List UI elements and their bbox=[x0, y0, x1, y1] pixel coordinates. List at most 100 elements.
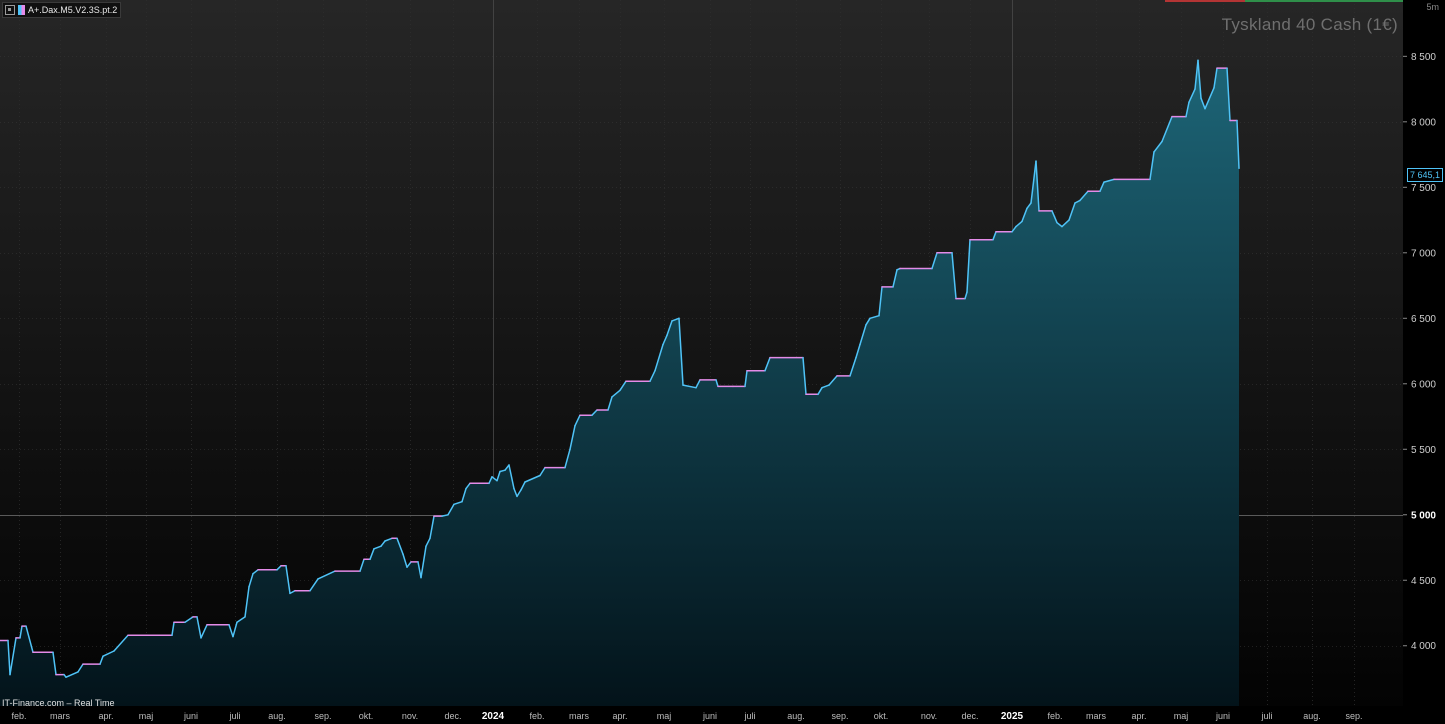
equity-segment bbox=[671, 317, 680, 322]
equity-segment bbox=[1035, 160, 1040, 212]
y-tick-label: 8 000 bbox=[1411, 117, 1436, 128]
equity-segment bbox=[276, 565, 282, 571]
x-tick-label: maj bbox=[139, 711, 154, 721]
equity-segment bbox=[1200, 97, 1206, 110]
equity-segment bbox=[171, 621, 175, 637]
equity-segment bbox=[869, 314, 880, 320]
x-tick-label: apr. bbox=[98, 711, 113, 721]
x-tick-label: feb. bbox=[529, 711, 544, 721]
equity-segment bbox=[682, 384, 697, 389]
y-tick-label: 6 000 bbox=[1411, 379, 1436, 390]
equity-segment bbox=[52, 651, 57, 676]
legend-toggle-icon[interactable] bbox=[5, 5, 15, 15]
equity-segment bbox=[406, 561, 412, 568]
timeframe-label[interactable]: 5m bbox=[1426, 2, 1439, 12]
equity-segment bbox=[491, 476, 498, 482]
equity-segment bbox=[252, 569, 259, 575]
equity-segment bbox=[429, 515, 435, 540]
equity-segment bbox=[539, 466, 546, 477]
equity-segment bbox=[499, 469, 506, 473]
equity-segment bbox=[1149, 151, 1155, 181]
equity-segment bbox=[654, 343, 664, 372]
status-bar-green bbox=[1245, 0, 1403, 2]
x-tick-label: juli bbox=[743, 711, 755, 721]
x-tick-label: nov. bbox=[921, 711, 937, 721]
equity-segment bbox=[508, 464, 515, 490]
equity-segment bbox=[591, 409, 598, 416]
equity-segment bbox=[1226, 67, 1231, 122]
x-tick-label: 2024 bbox=[482, 711, 505, 722]
equity-segment bbox=[9, 637, 17, 676]
equity-segment bbox=[878, 286, 883, 317]
equity-segment bbox=[1099, 181, 1105, 192]
x-tick-label: feb. bbox=[1047, 711, 1062, 721]
last-price-badge: 7 645,1 bbox=[1407, 168, 1444, 182]
equity-segment bbox=[1074, 199, 1081, 204]
equity-segment bbox=[764, 356, 771, 372]
x-tick-label: aug. bbox=[268, 711, 286, 721]
equity-segment bbox=[666, 320, 673, 337]
y-axis-background bbox=[1403, 0, 1445, 724]
equity-segment bbox=[369, 548, 375, 561]
equity-segment bbox=[1030, 160, 1037, 204]
equity-segment bbox=[359, 558, 365, 572]
equity-segment bbox=[7, 639, 11, 676]
equity-segment bbox=[1061, 219, 1070, 228]
equity-segment bbox=[817, 386, 823, 396]
equity-segment bbox=[992, 231, 997, 241]
equity-segment bbox=[417, 561, 422, 579]
equity-segment bbox=[465, 482, 471, 490]
equity-segment bbox=[196, 616, 202, 639]
x-tick-label: juni bbox=[702, 711, 717, 721]
x-tick-label: apr. bbox=[612, 711, 627, 721]
equity-segment bbox=[77, 663, 84, 673]
equity-segment bbox=[569, 424, 576, 451]
equity-segment bbox=[1011, 225, 1017, 233]
equity-segment bbox=[420, 545, 427, 579]
equity-segment bbox=[966, 238, 971, 293]
x-tick-label: maj bbox=[1174, 711, 1189, 721]
equity-segment bbox=[1188, 88, 1196, 103]
equity-segment bbox=[951, 252, 957, 300]
equity-segment bbox=[695, 379, 701, 389]
equity-segment bbox=[496, 470, 501, 482]
x-tick-label: sep. bbox=[1345, 711, 1362, 721]
equity-segment bbox=[1204, 87, 1215, 110]
equity-segment bbox=[516, 489, 522, 498]
equity-segment bbox=[1051, 210, 1058, 224]
x-tick-label: okt. bbox=[359, 711, 374, 721]
equity-segment bbox=[1153, 140, 1163, 153]
equity-segment bbox=[1068, 202, 1076, 221]
instrument-title: Tyskland 40 Cash (1€) bbox=[1221, 15, 1398, 34]
equity-segment bbox=[1026, 202, 1032, 210]
equity-segment bbox=[244, 586, 250, 618]
y-tick-label: 7 000 bbox=[1411, 248, 1436, 259]
x-tick-label: dec. bbox=[444, 711, 461, 721]
equity-segment bbox=[289, 589, 296, 595]
equity-segment bbox=[1079, 190, 1089, 202]
equity-segment bbox=[384, 537, 393, 542]
x-tick-label: apr. bbox=[1131, 711, 1146, 721]
indicator-legend[interactable]: A+.Dax.M5.V2.3S.pt.2 bbox=[2, 2, 122, 18]
x-tick-label: juli bbox=[1260, 711, 1272, 721]
equity-segment bbox=[715, 379, 719, 388]
equity-segment bbox=[461, 487, 467, 503]
status-bar-red bbox=[1165, 0, 1245, 2]
equity-segment bbox=[828, 375, 838, 386]
series-color-swatch bbox=[18, 5, 25, 15]
equity-segment bbox=[453, 500, 463, 506]
equity-segment bbox=[744, 369, 748, 388]
y-axis: 8 500 8 000 7 500 7 000 6 500 6 000 5 500 5 000… bbox=[1403, 52, 1436, 652]
equity-segment bbox=[855, 343, 861, 359]
equity-segment bbox=[447, 503, 455, 516]
equity-segment bbox=[931, 252, 938, 270]
x-tick-label: mars bbox=[1086, 711, 1106, 721]
data-source-label: IT-Finance.com – Real Time bbox=[2, 698, 115, 708]
y-tick-label: 4 500 bbox=[1411, 576, 1436, 587]
x-tick-label: aug. bbox=[787, 711, 805, 721]
equity-segment bbox=[113, 634, 129, 652]
equity-segment bbox=[1056, 221, 1063, 228]
x-tick-label: sep. bbox=[314, 711, 331, 721]
equity-segment bbox=[285, 565, 291, 595]
